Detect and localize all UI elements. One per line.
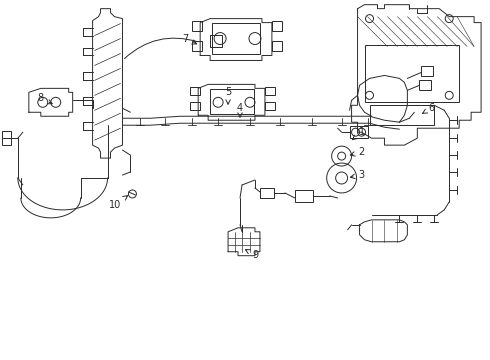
Bar bbox=[190, 102, 200, 110]
Text: 6: 6 bbox=[422, 103, 434, 113]
Bar bbox=[369, 105, 434, 125]
Bar bbox=[419, 80, 431, 90]
Text: 3: 3 bbox=[350, 170, 365, 180]
Text: 5: 5 bbox=[225, 87, 231, 104]
Bar bbox=[210, 35, 222, 46]
Text: 10: 10 bbox=[109, 195, 127, 210]
Bar bbox=[365, 45, 459, 102]
Bar bbox=[212, 23, 260, 54]
Text: 4: 4 bbox=[237, 103, 243, 117]
Bar bbox=[2, 131, 11, 145]
Text: 9: 9 bbox=[245, 249, 258, 260]
Bar bbox=[272, 21, 282, 31]
Bar bbox=[260, 188, 274, 198]
Bar bbox=[190, 87, 200, 95]
Text: 7: 7 bbox=[182, 33, 196, 44]
Bar bbox=[272, 41, 282, 50]
Bar bbox=[295, 190, 313, 202]
Bar bbox=[210, 89, 254, 114]
Bar bbox=[192, 21, 202, 31]
Text: 8: 8 bbox=[38, 93, 52, 104]
Bar bbox=[349, 126, 368, 138]
Text: 1: 1 bbox=[353, 127, 365, 140]
Bar bbox=[192, 41, 202, 50]
Bar bbox=[421, 67, 433, 76]
Bar bbox=[265, 87, 275, 95]
Bar bbox=[265, 102, 275, 110]
Text: 2: 2 bbox=[350, 147, 365, 157]
